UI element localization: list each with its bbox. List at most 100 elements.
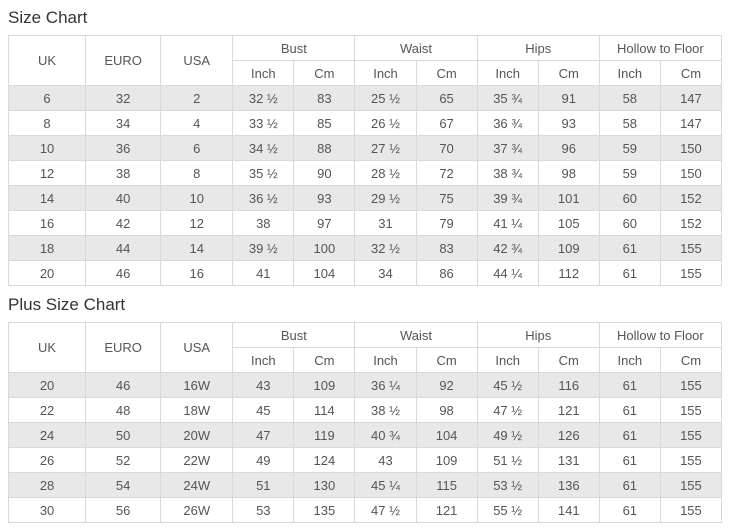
- header-hips-cm: Cm: [537, 60, 600, 86]
- table-row: 28 54 24W 51 130 45 ¼ 115 53 ½ 136 61 155: [7, 472, 723, 498]
- table-cell: 20W: [160, 422, 234, 448]
- header-euro: EURO: [85, 35, 162, 86]
- table-cell: 61: [598, 422, 661, 448]
- table-row: 6 32 2 32 ½ 83 25 ½ 65 35 ¾ 91 58 147: [7, 85, 723, 111]
- header-uk: UK: [7, 35, 87, 86]
- table-cell: 44 ¼: [476, 260, 539, 286]
- table-cell: 29 ½: [354, 185, 417, 211]
- table-cell: 22: [7, 397, 87, 423]
- header-hollow-inch: Inch: [598, 60, 661, 86]
- plus-size-chart-table: UK EURO USA Bust Waist Hips Hollow to Fl…: [7, 322, 723, 523]
- table-row: 26 52 22W 49 124 43 109 51 ½ 131 61 155: [7, 447, 723, 473]
- table-cell: 155: [659, 260, 723, 286]
- table-cell: 92: [415, 372, 478, 398]
- table-cell: 150: [659, 160, 723, 186]
- table-row: 16 42 12 38 97 31 79 41 ¼ 105 60 152: [7, 210, 723, 236]
- table-cell: 12: [7, 160, 87, 186]
- table-cell: 124: [293, 447, 356, 473]
- header-uk: UK: [7, 322, 87, 373]
- table-cell: 20: [7, 260, 87, 286]
- plus-size-chart-title: Plus Size Chart: [8, 295, 126, 314]
- table-row: 20 46 16 41 104 34 86 44 ¼ 112 61 155: [7, 260, 723, 286]
- table-cell: 41: [232, 260, 295, 286]
- table-cell: 2: [160, 85, 234, 111]
- table-cell: 121: [537, 397, 600, 423]
- table-cell: 130: [293, 472, 356, 498]
- table-cell: 46: [85, 372, 162, 398]
- table-cell: 32 ½: [354, 235, 417, 261]
- table-cell: 6: [160, 135, 234, 161]
- table-cell: 112: [537, 260, 600, 286]
- table-cell: 42 ¾: [476, 235, 539, 261]
- plus-size-chart-body: 20 46 16W 43 109 36 ¼ 92 45 ½ 116 61 155 22 48 18W 45 1…: [7, 372, 723, 523]
- table-cell: 32: [85, 85, 162, 111]
- table-cell: 38 ¾: [476, 160, 539, 186]
- table-cell: 61: [598, 372, 661, 398]
- table-cell: 114: [293, 397, 356, 423]
- table-cell: 16: [7, 210, 87, 236]
- table-cell: 136: [537, 472, 600, 498]
- table-cell: 46: [85, 260, 162, 286]
- table-cell: 59: [598, 160, 661, 186]
- table-cell: 43: [354, 447, 417, 473]
- table-row: 14 40 10 36 ½ 93 29 ½ 75 39 ¾ 101 60 152: [7, 185, 723, 211]
- table-row: 20 46 16W 43 109 36 ¼ 92 45 ½ 116 61 155: [7, 372, 723, 398]
- table-cell: 155: [659, 472, 723, 498]
- table-cell: 85: [293, 110, 356, 136]
- table-cell: 45: [232, 397, 295, 423]
- table-cell: 104: [415, 422, 478, 448]
- table-cell: 4: [160, 110, 234, 136]
- table-cell: 79: [415, 210, 478, 236]
- table-cell: 155: [659, 422, 723, 448]
- table-cell: 47 ½: [476, 397, 539, 423]
- plus-size-chart-header: UK EURO USA Bust Waist Hips Hollow to Fl…: [7, 322, 723, 373]
- table-cell: 60: [598, 185, 661, 211]
- table-cell: 30: [7, 497, 87, 523]
- table-cell: 56: [85, 497, 162, 523]
- table-cell: 48: [85, 397, 162, 423]
- table-cell: 109: [537, 235, 600, 261]
- table-cell: 55 ½: [476, 497, 539, 523]
- table-cell: 40 ¾: [354, 422, 417, 448]
- table-cell: 28: [7, 472, 87, 498]
- table-cell: 37 ¾: [476, 135, 539, 161]
- table-cell: 98: [415, 397, 478, 423]
- table-cell: 20: [7, 372, 87, 398]
- table-cell: 36 ¾: [476, 110, 539, 136]
- table-cell: 155: [659, 372, 723, 398]
- table-cell: 39 ¾: [476, 185, 539, 211]
- table-cell: 49 ½: [476, 422, 539, 448]
- table-cell: 83: [415, 235, 478, 261]
- table-cell: 109: [415, 447, 478, 473]
- table-cell: 61: [598, 497, 661, 523]
- table-cell: 90: [293, 160, 356, 186]
- table-cell: 58: [598, 110, 661, 136]
- table-cell: 109: [293, 372, 356, 398]
- table-cell: 104: [293, 260, 356, 286]
- table-cell: 115: [415, 472, 478, 498]
- table-row: 8 34 4 33 ½ 85 26 ½ 67 36 ¾ 93 58 147: [7, 110, 723, 136]
- table-cell: 59: [598, 135, 661, 161]
- table-cell: 61: [598, 260, 661, 286]
- header-waist-inch: Inch: [354, 60, 417, 86]
- table-cell: 18: [7, 235, 87, 261]
- header-hollow-cm: Cm: [659, 60, 723, 86]
- header-bust-cm: Cm: [293, 60, 356, 86]
- table-cell: 14: [160, 235, 234, 261]
- table-cell: 119: [293, 422, 356, 448]
- table-cell: 34: [85, 110, 162, 136]
- table-cell: 31: [354, 210, 417, 236]
- table-cell: 98: [537, 160, 600, 186]
- table-cell: 33 ½: [232, 110, 295, 136]
- table-cell: 43: [232, 372, 295, 398]
- header-unit-row: Inch Cm Inch Cm Inch Cm Inch Cm: [9, 347, 723, 373]
- header-bust-cm: Cm: [293, 347, 356, 373]
- table-cell: 97: [293, 210, 356, 236]
- table-cell: 53: [232, 497, 295, 523]
- table-cell: 27 ½: [354, 135, 417, 161]
- header-usa: USA: [160, 35, 234, 86]
- header-waist-inch: Inch: [354, 347, 417, 373]
- size-chart-body: 6 32 2 32 ½ 83 25 ½ 65 35 ¾ 91 58 147 8 34 4 33 ½ 85 26 …: [7, 85, 723, 286]
- table-cell: 24W: [160, 472, 234, 498]
